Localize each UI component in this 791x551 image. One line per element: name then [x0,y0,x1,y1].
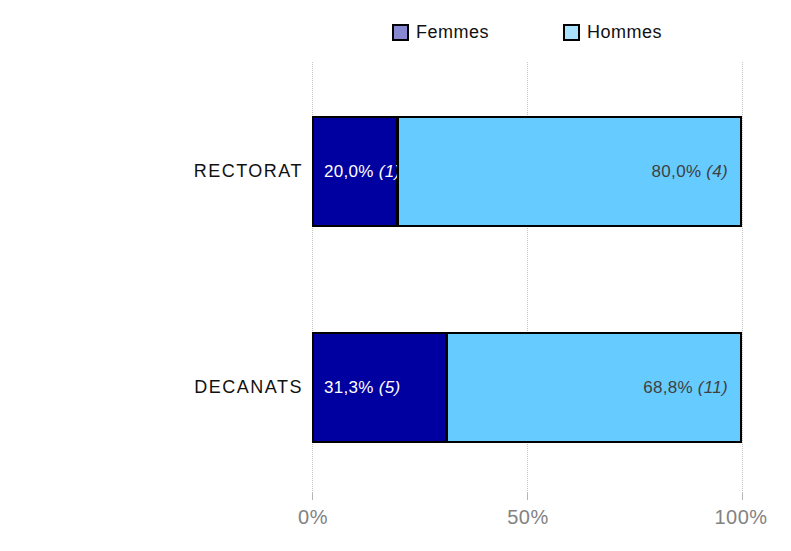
bar-segment-decanats-femmes: 31,3%(5) [312,332,447,443]
bar-rectorat: 20,0%(1) 80,0%(4) [312,116,742,227]
x-axis-label-0: 0% [298,506,328,529]
tick-mark-0pct [312,493,313,500]
tick-mark-100pct [742,493,743,500]
data-label-rectorat-femmes: 20,0%(1) [324,162,400,182]
hommes-swatch-icon [563,24,580,41]
x-axis-label-100: 100% [714,506,767,529]
data-label-rectorat-hommes: 80,0%(4) [652,162,728,182]
stacked-bar-chart: Femmes Hommes RECTORAT DECANATS 20,0%(1)… [0,0,791,551]
gridline-100pct [742,62,743,493]
bar-segment-rectorat-femmes: 20,0%(1) [312,116,398,227]
data-label-decanats-hommes: 68,8%(11) [643,378,728,398]
femmes-swatch-icon [392,24,409,41]
x-axis-label-50: 50% [507,506,549,529]
legend-item-hommes: Hommes [563,22,662,43]
category-label-rectorat: RECTORAT [0,116,303,227]
tick-mark-50pct [527,493,528,500]
bar-segment-decanats-hommes: 68,8%(11) [446,332,742,443]
category-label-decanats: DECANATS [0,332,303,443]
legend: Femmes Hommes [312,20,742,44]
legend-item-femmes: Femmes [392,22,489,43]
legend-label-femmes: Femmes [416,22,489,43]
bar-decanats: 31,3%(5) 68,8%(11) [312,332,742,443]
plot-area: 20,0%(1) 80,0%(4) 31,3%(5) 68,8%(11) [312,62,742,493]
data-label-decanats-femmes: 31,3%(5) [324,378,400,398]
legend-label-hommes: Hommes [587,22,662,43]
bar-segment-rectorat-hommes: 80,0%(4) [397,116,742,227]
